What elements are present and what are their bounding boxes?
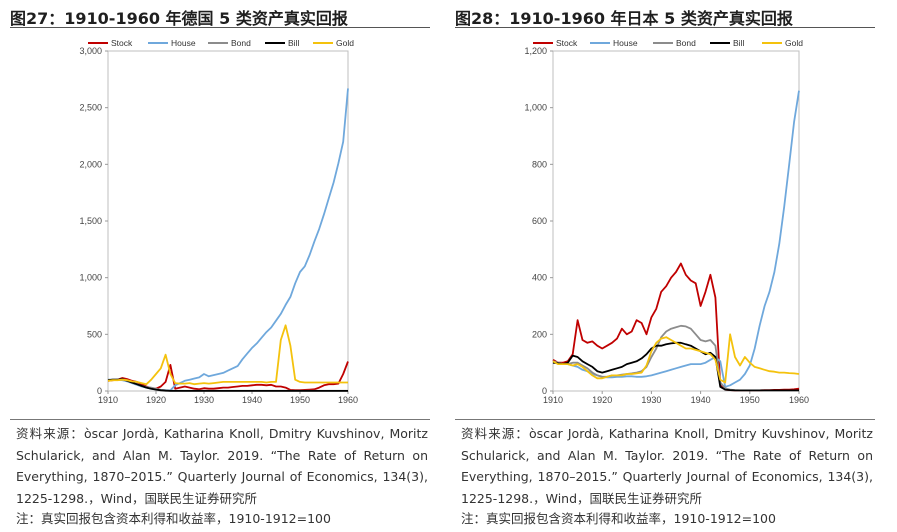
y-tick-label: 2,500 <box>79 103 102 113</box>
x-tick-label: 1930 <box>194 395 214 405</box>
note-text: 注：真实回报包含资本利得和收益率，1910-1912=100 <box>461 511 776 526</box>
note-text: 注：真实回报包含资本利得和收益率，1910-1912=100 <box>16 511 331 526</box>
y-tick-label: 500 <box>87 329 102 339</box>
legend-label-stock: Stock <box>556 38 578 48</box>
source-text: 资料来源：òscar Jordà, Katharina Knoll, Dmitr… <box>16 426 428 506</box>
y-tick-label: 200 <box>532 329 547 339</box>
legend-label-bill: Bill <box>288 38 299 48</box>
legend-label-gold: Gold <box>336 38 354 48</box>
plot-area <box>107 50 349 392</box>
legend-label-bill: Bill <box>733 38 744 48</box>
x-tick-label: 1940 <box>691 395 711 405</box>
legend-label-house: House <box>171 38 196 48</box>
source-rule <box>455 419 875 420</box>
legend-label-gold: Gold <box>785 38 803 48</box>
legend-label-stock: Stock <box>111 38 133 48</box>
legend-label-bond: Bond <box>231 38 251 48</box>
y-tick-label: 3,000 <box>79 46 102 56</box>
y-tick-label: 800 <box>532 159 547 169</box>
y-tick-label: 0 <box>542 386 547 396</box>
x-tick-label: 1960 <box>338 395 358 405</box>
y-tick-label: 1,000 <box>524 103 547 113</box>
x-tick-label: 1960 <box>789 395 809 405</box>
y-tick-label: 1,000 <box>79 273 102 283</box>
line-chart-japan: 0 200 400 600 800 1,000 1,200 1910 1920 1930 1940 1… <box>524 38 809 405</box>
x-tick-label: 1910 <box>98 395 118 405</box>
y-tick-label: 400 <box>532 273 547 283</box>
figure-title: 图28：1910-1960 年日本 5 类资产真实回报 <box>455 9 793 28</box>
x-tick-label: 1910 <box>543 395 563 405</box>
figure-panel-germany: 图27：1910-1960 年德国 5 类资产真实回报 0 500 1,000 1,5… <box>10 0 440 532</box>
series-line-gold <box>107 324 348 386</box>
y-tick-label: 600 <box>532 216 547 226</box>
plot-area <box>552 50 800 392</box>
x-tick-label: 1940 <box>242 395 262 405</box>
y-tick-label: 0 <box>97 386 102 396</box>
legend-label-bond: Bond <box>676 38 696 48</box>
series-line-bill <box>552 341 799 392</box>
x-tick-label: 1920 <box>592 395 612 405</box>
series-line-house <box>108 88 349 392</box>
source-text: 资料来源：òscar Jordà, Katharina Knoll, Dmitr… <box>461 426 873 506</box>
figure-panel-japan: 图28：1910-1960 年日本 5 类资产真实回报 0 200 400 600 80… <box>455 0 885 532</box>
y-tick-label: 1,200 <box>524 46 547 56</box>
series-line-bill <box>107 378 348 392</box>
y-tick-label: 1,500 <box>79 216 102 226</box>
series-line-gold <box>552 333 800 384</box>
x-tick-label: 1950 <box>740 395 760 405</box>
title-rule <box>455 27 875 28</box>
y-tick-label: 2,000 <box>79 159 102 169</box>
legend-label-house: House <box>613 38 638 48</box>
x-tick-label: 1920 <box>146 395 166 405</box>
title-rule <box>10 27 430 28</box>
x-tick-label: 1930 <box>641 395 661 405</box>
source-rule <box>10 419 430 420</box>
x-tick-label: 1950 <box>290 395 310 405</box>
figure-title: 图27：1910-1960 年德国 5 类资产真实回报 <box>10 9 348 28</box>
line-chart-germany: 0 500 1,000 1,500 2,000 2,500 3,000 1910 1920 193… <box>79 38 358 405</box>
series-line-bond <box>552 324 799 392</box>
